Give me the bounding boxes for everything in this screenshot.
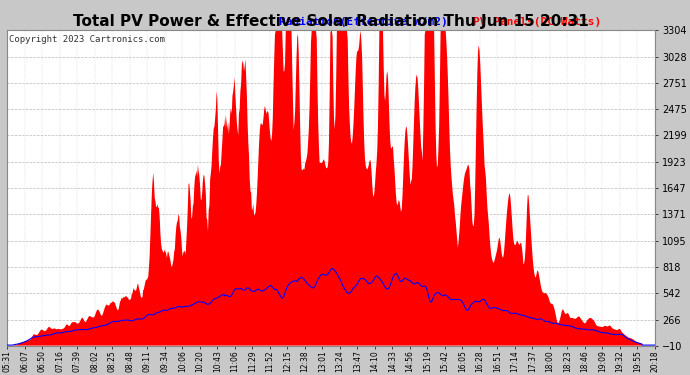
Text: PV Panels(DC Watts): PV Panels(DC Watts) — [473, 17, 602, 27]
Text: Radiation(Effective W/m2): Radiation(Effective W/m2) — [279, 17, 448, 27]
Title: Total PV Power & Effective Solar Radiation Thu Jun 15 20:31: Total PV Power & Effective Solar Radiati… — [73, 14, 589, 29]
Text: Copyright 2023 Cartronics.com: Copyright 2023 Cartronics.com — [8, 35, 164, 44]
